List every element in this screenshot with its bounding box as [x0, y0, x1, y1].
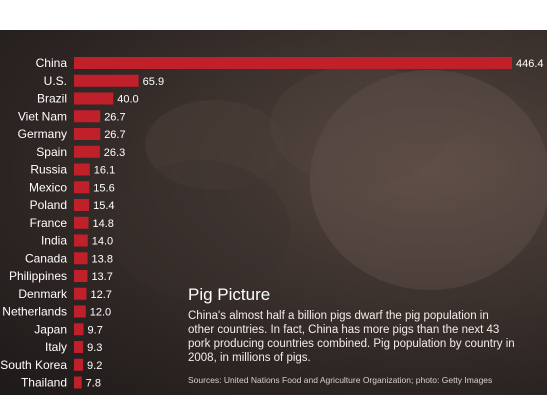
- category-label: China: [36, 56, 68, 70]
- category-label: Denmark: [18, 287, 68, 301]
- value-label: 9.7: [88, 324, 103, 336]
- bar: [74, 287, 87, 300]
- value-label: 12.0: [90, 307, 111, 319]
- background-photo: [110, 65, 547, 300]
- bar: [74, 92, 114, 105]
- bar: [74, 376, 82, 389]
- bar: [74, 110, 101, 123]
- category-label: Japan: [34, 322, 67, 336]
- value-label: 15.4: [93, 200, 114, 212]
- value-label: 26.3: [104, 147, 125, 159]
- category-label: South Korea: [0, 358, 67, 372]
- value-label: 65.9: [143, 76, 164, 88]
- bar: [74, 163, 90, 176]
- category-label: Philippines: [9, 269, 67, 283]
- caption-block: Pig Picture China's almost half a billio…: [188, 285, 518, 385]
- bar: [74, 358, 84, 371]
- bar-chart: China 446.4 U.S. 65.9 Brazil 40.0 Viet Nam 26.7…: [0, 56, 544, 390]
- value-label: 26.7: [104, 111, 125, 123]
- caption-title: Pig Picture: [188, 285, 271, 304]
- bar: [74, 128, 101, 140]
- category-label: Mexico: [29, 180, 67, 194]
- category-label: Italy: [45, 340, 67, 354]
- bar: [74, 216, 89, 229]
- bar: [74, 305, 86, 318]
- caption-body: China's almost half a billion pigs dwarf…: [188, 310, 515, 364]
- value-label: 446.4: [516, 58, 544, 70]
- caption-source: Sources: United Nations Food and Agricul…: [188, 375, 493, 385]
- category-label: France: [30, 216, 68, 230]
- bar: [74, 57, 512, 69]
- value-label: 26.7: [104, 129, 125, 141]
- value-label: 13.7: [91, 271, 112, 283]
- category-label: Germany: [18, 127, 67, 141]
- category-label: Viet Nam: [18, 109, 67, 123]
- value-label: 14.8: [93, 218, 114, 230]
- value-label: 14.0: [92, 236, 113, 248]
- category-label: Netherlands: [2, 305, 67, 319]
- bar: [74, 270, 88, 282]
- category-label: Brazil: [37, 92, 67, 106]
- value-label: 40.0: [117, 94, 138, 106]
- value-label: 16.1: [94, 165, 115, 177]
- bar: [74, 234, 88, 247]
- category-label: Poland: [30, 198, 67, 212]
- category-label: Thailand: [21, 376, 67, 390]
- value-label: 15.6: [93, 182, 114, 194]
- bar: [74, 323, 84, 336]
- bar: [74, 145, 100, 158]
- value-label: 7.8: [86, 378, 101, 390]
- category-label: U.S.: [44, 74, 67, 88]
- bar: [74, 199, 90, 211]
- category-label: Spain: [36, 145, 67, 159]
- bar: [74, 252, 88, 265]
- category-label: Canada: [25, 251, 67, 265]
- bar: [74, 74, 139, 87]
- value-label: 9.2: [87, 360, 102, 372]
- bar: [74, 341, 84, 353]
- bar: [74, 181, 90, 194]
- category-label: Russia: [30, 163, 67, 177]
- chart-panel: China 446.4 U.S. 65.9 Brazil 40.0 Viet Nam 26.7…: [0, 30, 547, 395]
- category-label: India: [41, 234, 67, 248]
- value-label: 12.7: [90, 289, 111, 301]
- value-label: 13.8: [92, 253, 113, 265]
- value-label: 9.3: [87, 342, 102, 354]
